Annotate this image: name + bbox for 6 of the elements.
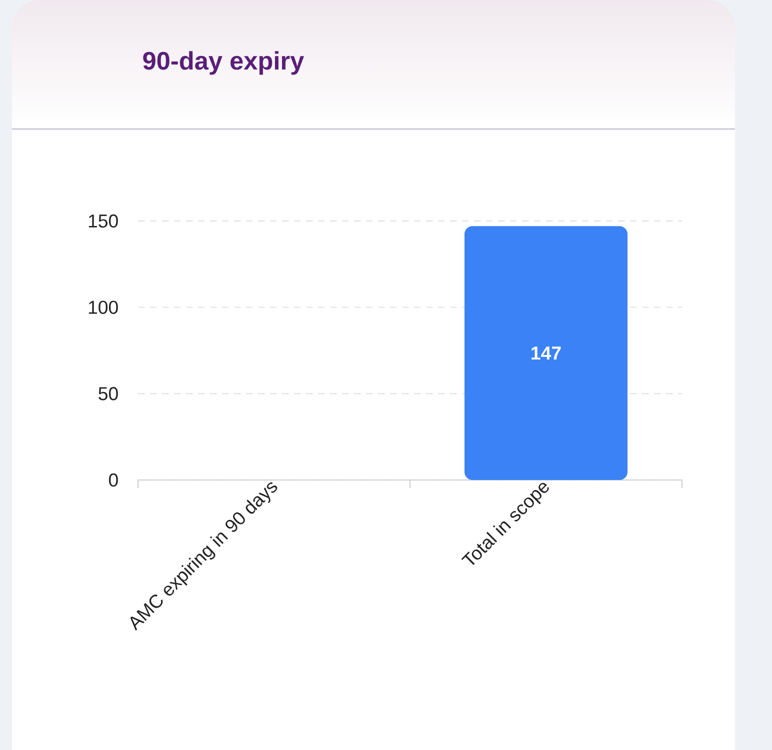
y-tick-label: 50: [98, 387, 118, 400]
chart-title: 90-day expiry: [143, 51, 304, 75]
y-tick-label: 100: [88, 300, 118, 314]
y-tick-label: 0: [108, 473, 118, 487]
data-label: 147: [532, 346, 561, 360]
y-tick-label: 150: [88, 214, 118, 228]
